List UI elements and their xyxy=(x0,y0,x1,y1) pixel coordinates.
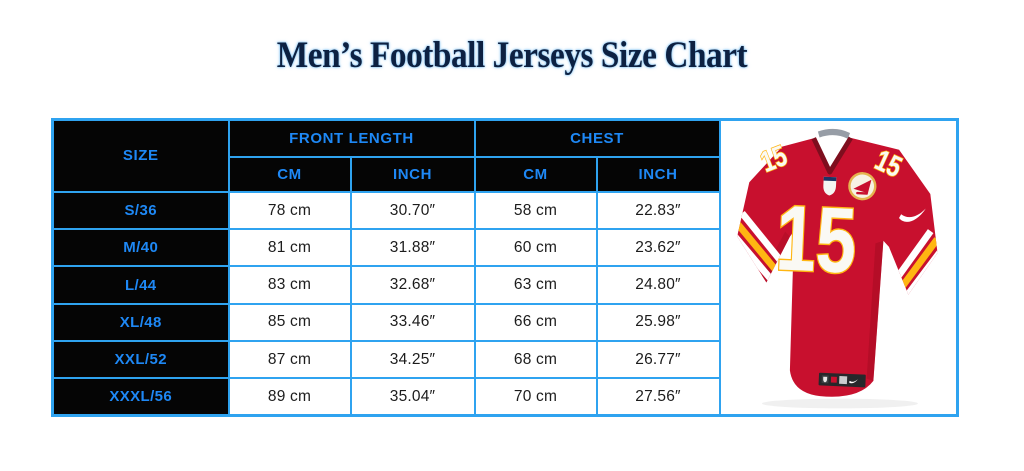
chest-inch: 24.80″ xyxy=(595,265,721,305)
col-header-size: SIZE xyxy=(51,118,230,193)
chest-inch: 25.98″ xyxy=(595,302,721,342)
jersey-graphic: 15 15 15 xyxy=(734,128,942,397)
vneck-collar-trim xyxy=(810,136,853,175)
nfl-shield-logo xyxy=(822,176,836,196)
size-label: XXXL/56 xyxy=(51,377,230,417)
side-shading xyxy=(866,240,883,381)
front-length-inch: 31.88″ xyxy=(349,228,476,268)
table-row: S/36 78 cm 30.70″ 58 cm 22.83″ xyxy=(51,190,958,231)
size-label: M/40 xyxy=(51,228,230,268)
table-row: XL/48 85 cm 33.46″ 66 cm 25.98″ xyxy=(51,302,958,342)
front-length-cm: 78 cm xyxy=(227,190,352,231)
chest-inch: 26.77″ xyxy=(595,339,721,380)
chest-inch: 23.62″ xyxy=(595,228,721,268)
size-chart-container: SIZE FRONT LENGTH CHEST xyxy=(51,118,959,417)
page-title: Men’s Football Jerseys Size Chart xyxy=(276,35,748,76)
front-length-inch: 34.25″ xyxy=(349,339,476,380)
col-group-chest: CHEST xyxy=(473,118,721,159)
col-header-chest-inch: INCH xyxy=(595,156,721,193)
col-header-chest-cm: CM xyxy=(473,156,598,193)
front-length-inch: 35.04″ xyxy=(349,377,476,417)
chest-cm: 66 cm xyxy=(473,302,598,342)
jersey-number: 15 xyxy=(773,186,858,293)
team-patch xyxy=(847,172,876,201)
col-group-front-length: FRONT LENGTH xyxy=(227,118,476,159)
jock-tag xyxy=(818,372,866,388)
nike-swoosh-icon xyxy=(898,208,926,222)
front-length-cm: 85 cm xyxy=(227,302,352,342)
front-length-cm: 87 cm xyxy=(227,339,352,380)
front-length-inch: 30.70″ xyxy=(349,190,476,231)
front-length-cm: 89 cm xyxy=(227,377,352,417)
size-label: L/44 xyxy=(51,265,230,305)
col-header-front-cm: CM xyxy=(227,156,352,193)
jersey-product-photo: 15 15 15 xyxy=(718,118,959,417)
table-row: L/44 83 cm 32.68″ 63 cm 24.80″ xyxy=(51,265,958,305)
chest-cm: 63 cm xyxy=(473,265,598,305)
left-sleeve-stripes xyxy=(734,211,787,284)
front-length-cm: 83 cm xyxy=(227,265,352,305)
chest-inch: 22.83″ xyxy=(595,190,721,231)
front-length-cm: 81 cm xyxy=(227,228,352,268)
table-row: XXL/52 87 cm 34.25″ 68 cm 26.77″ xyxy=(51,339,958,380)
jersey-floor-shadow xyxy=(761,398,918,409)
chest-inch: 27.56″ xyxy=(595,377,721,417)
jersey-illustration: 15 15 15 xyxy=(734,128,942,409)
table-row: M/40 81 cm 31.88″ 60 cm 23.62″ xyxy=(51,228,958,268)
size-label: XXL/52 xyxy=(51,339,230,380)
size-label: XL/48 xyxy=(51,302,230,342)
table-row: XXXL/56 89 cm 35.04″ 70 cm 27.56″ xyxy=(51,377,958,417)
chest-cm: 60 cm xyxy=(473,228,598,268)
back-collar-band xyxy=(817,128,850,139)
jersey-body xyxy=(736,137,938,397)
chest-cm: 68 cm xyxy=(473,339,598,380)
chest-cm: 70 cm xyxy=(473,377,598,417)
chest-cm: 58 cm xyxy=(473,190,598,231)
front-length-inch: 32.68″ xyxy=(349,265,476,305)
front-length-inch: 33.46″ xyxy=(349,302,476,342)
size-label: S/36 xyxy=(51,190,230,231)
col-header-front-inch: INCH xyxy=(349,156,476,193)
size-table: SIZE FRONT LENGTH CHEST xyxy=(51,118,959,417)
